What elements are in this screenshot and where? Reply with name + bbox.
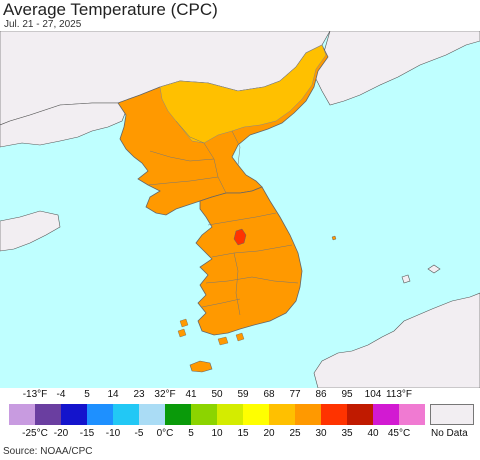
south-korea-hot-spot <box>233 228 247 246</box>
southern-island-1 <box>179 318 189 328</box>
japan-islet-2 <box>401 274 411 284</box>
legend-label-fahrenheit: 68 <box>263 389 275 400</box>
legend-swatch <box>139 404 165 425</box>
legend-label-celsius: 25 <box>289 428 301 439</box>
legend-label-celsius: 30 <box>315 428 327 439</box>
legend-label-celsius: 0°C <box>156 428 174 439</box>
province-borders <box>147 120 299 316</box>
legend-label-fahrenheit: 32°F <box>154 389 176 400</box>
temperature-map <box>0 31 480 388</box>
legend-swatch <box>87 404 113 425</box>
legend-swatch <box>243 404 269 425</box>
legend-label-fahrenheit: 59 <box>237 389 249 400</box>
legend-label-celsius: 15 <box>237 428 249 439</box>
legend-swatch <box>399 404 425 425</box>
ulleung-island <box>331 235 337 241</box>
liaodong-peninsula <box>0 102 127 148</box>
legend-label-fahrenheit: 77 <box>289 389 301 400</box>
jeju-island <box>189 360 213 373</box>
legend-label-celsius: 10 <box>211 428 223 439</box>
legend-no-data-swatch <box>430 404 474 425</box>
data-source: Source: NOAA/CPC <box>3 446 93 457</box>
legend-swatch <box>217 404 243 425</box>
legend-swatch <box>165 404 191 425</box>
legend-label-celsius: -25°C <box>22 428 48 439</box>
shandong-peninsula <box>0 210 61 252</box>
legend-label-fahrenheit: 23 <box>133 389 145 400</box>
legend-label-celsius: 45°C <box>387 428 411 439</box>
japan-kyushu-honshu <box>313 292 480 388</box>
southern-island-2 <box>177 328 187 338</box>
legend-label-fahrenheit: 14 <box>107 389 119 400</box>
legend-label-fahrenheit: -13°F <box>22 389 48 400</box>
legend-no-data-label: No Data <box>431 428 468 439</box>
legend-swatch <box>9 404 35 425</box>
legend-swatch <box>269 404 295 425</box>
legend-swatch <box>321 404 347 425</box>
legend-label-celsius: 40 <box>367 428 379 439</box>
legend-label-celsius: 5 <box>188 428 194 439</box>
legend-swatch <box>113 404 139 425</box>
legend-swatch <box>191 404 217 425</box>
legend-swatch <box>373 404 399 425</box>
legend-label-fahrenheit: 104 <box>364 389 382 400</box>
north-korea-cool-region <box>159 44 327 144</box>
legend-swatch <box>295 404 321 425</box>
legend-label-celsius: -20 <box>53 428 69 439</box>
southern-island-4 <box>235 332 245 342</box>
legend-label-fahrenheit: 50 <box>211 389 223 400</box>
south-korea <box>195 186 303 336</box>
legend-label-fahrenheit: 41 <box>185 389 197 400</box>
legend-label-celsius: -5 <box>134 428 144 439</box>
legend: -13°F -4 5 14 23 32°F 41 50 59 68 77 86 95 104 113°F -2… <box>0 388 480 446</box>
japan-islet-1 <box>427 264 441 274</box>
legend-label-fahrenheit: 86 <box>315 389 327 400</box>
legend-swatch <box>61 404 87 425</box>
legend-label-fahrenheit: 113°F <box>385 389 413 400</box>
legend-label-fahrenheit: 5 <box>84 389 90 400</box>
legend-label-celsius: -10 <box>105 428 121 439</box>
legend-label-fahrenheit: -4 <box>56 389 66 400</box>
date-range: Jul. 21 - 27, 2025 <box>4 19 82 30</box>
map-title: Average Temperature (CPC) <box>3 0 218 19</box>
southern-island-3 <box>217 336 229 346</box>
legend-label-celsius: 35 <box>341 428 353 439</box>
legend-label-celsius: -15 <box>79 428 95 439</box>
legend-label-celsius: 20 <box>263 428 275 439</box>
legend-swatch <box>347 404 373 425</box>
legend-label-fahrenheit: 95 <box>341 389 353 400</box>
legend-swatch <box>35 404 61 425</box>
